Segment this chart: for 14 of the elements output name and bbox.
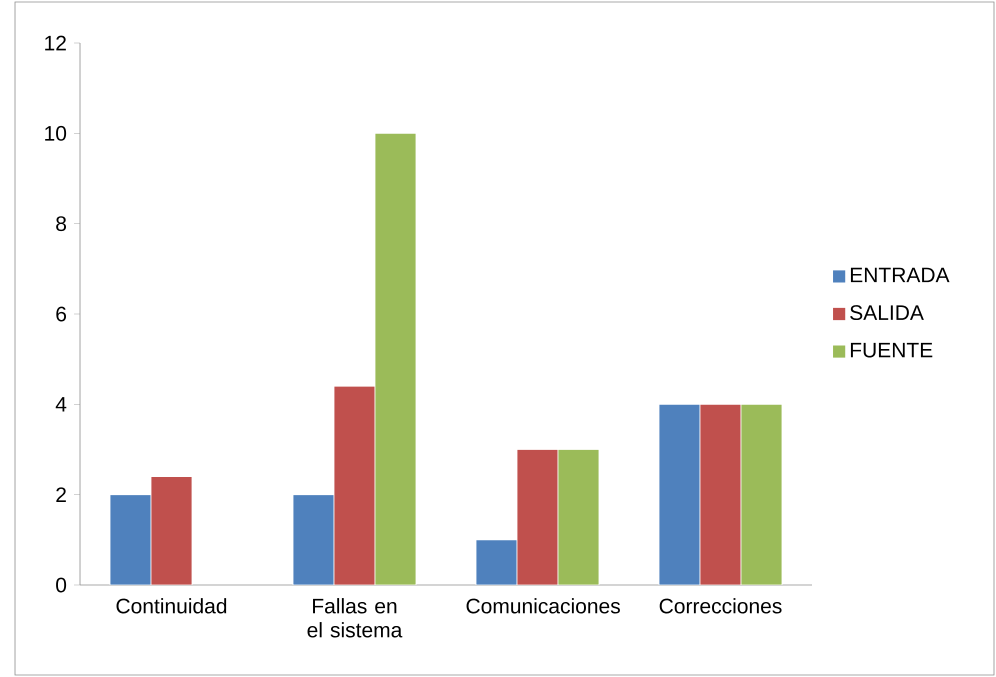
x-tick-label: Continuidad [116,598,226,614]
legend-label: FUENTE [850,342,932,358]
x-tick-label: Correcciones [660,598,782,614]
y-tick-label: 6 [56,306,66,322]
legend-label: ENTRADA [850,268,950,282]
y-tick-label: 0 [56,578,66,592]
y-tick-label: 2 [56,487,66,502]
y-tick-label: 10 [45,126,66,141]
x-tick-label: Comunicaciones [466,598,620,614]
y-tick-label: 8 [56,216,66,232]
y-tick-label: 4 [56,397,66,412]
x-tick-label: Fallas en el sistema [308,598,402,638]
y-tick-label: 12 [45,36,66,50]
legend-label: SALIDA [850,305,924,320]
